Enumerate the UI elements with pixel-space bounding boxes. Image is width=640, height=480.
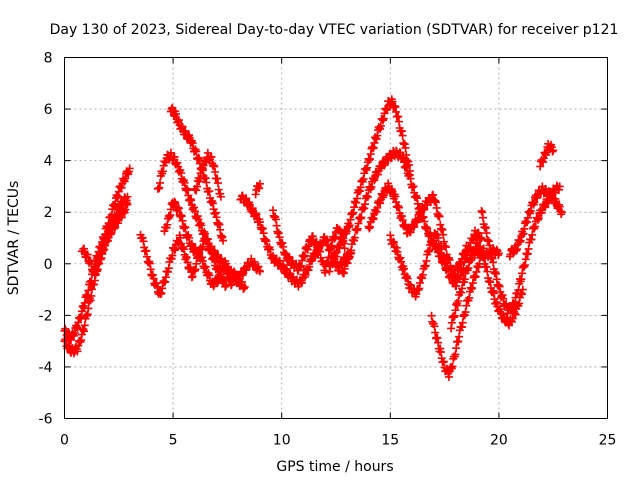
data-point (557, 208, 566, 217)
data-point (123, 192, 132, 201)
series-track-o (386, 226, 486, 301)
series-track-s (505, 182, 566, 261)
data-point (300, 251, 309, 260)
data-point (376, 121, 385, 130)
axis-ticks: 0 5 10 15 20 25 -6 -4 -2 0 2 4 6 8 (39, 51, 617, 449)
data-point (192, 147, 201, 156)
plot-frame (64, 57, 608, 419)
data-point (401, 143, 410, 152)
data-point (350, 233, 359, 242)
y-tick-label: 6 (44, 102, 53, 118)
x-tick-label: 25 (599, 433, 617, 449)
grid-lines (64, 57, 608, 419)
y-tick-label: 2 (44, 205, 53, 221)
data-point (444, 264, 453, 273)
data-point (324, 253, 333, 262)
data-point (402, 162, 411, 171)
data-points (60, 95, 566, 381)
data-point (363, 192, 372, 201)
data-point (357, 213, 366, 222)
data-point (437, 245, 446, 254)
series-track-q (447, 238, 527, 333)
data-point (448, 362, 457, 371)
chart-title: Day 130 of 2023, Sidereal Day-to-day VTE… (50, 22, 619, 38)
y-tick-label: -2 (39, 308, 53, 324)
y-tick-label: 8 (44, 51, 53, 67)
data-point (125, 164, 134, 173)
series-track-j (269, 206, 349, 277)
data-point (489, 258, 498, 267)
data-point (205, 187, 214, 196)
data-point (555, 182, 564, 191)
series-track-t (536, 139, 558, 171)
y-tick-label: -6 (39, 412, 53, 428)
data-point (477, 234, 486, 242)
series-track-k (251, 179, 264, 199)
y-tick-label: 4 (44, 154, 53, 170)
series-track-g (160, 197, 236, 291)
data-point (227, 280, 236, 289)
data-point (216, 192, 225, 201)
series-track-c (77, 192, 132, 280)
data-point (174, 204, 183, 213)
data-point (398, 131, 407, 140)
y-axis-label: SDTVAR / TECUs (6, 181, 22, 296)
data-point (200, 229, 209, 238)
series-track-h (190, 148, 225, 201)
x-tick-label: 15 (381, 433, 399, 449)
y-tick-label: 0 (44, 257, 53, 273)
data-point (255, 267, 264, 276)
x-tick-label: 0 (60, 433, 69, 449)
data-point (181, 223, 190, 232)
series-track-i (236, 191, 356, 291)
data-point (168, 251, 177, 260)
data-point (435, 212, 444, 221)
data-point (494, 249, 503, 258)
data-point (240, 282, 249, 291)
x-tick-label: 5 (169, 433, 178, 449)
x-tick-label: 20 (490, 433, 508, 449)
data-point (485, 241, 494, 250)
x-tick-label: 10 (273, 433, 291, 449)
data-point (156, 178, 165, 187)
data-point (219, 236, 228, 245)
x-axis-label: GPS time / hours (276, 459, 393, 475)
data-point (255, 179, 264, 188)
data-point (549, 146, 558, 155)
y-tick-label: -4 (39, 360, 53, 376)
